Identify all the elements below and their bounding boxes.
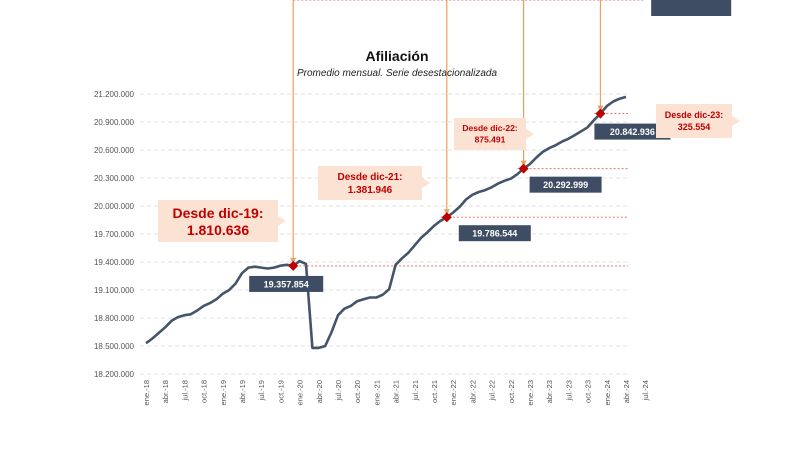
value-label-box [458, 225, 531, 242]
x-tick-label: abr.-19 [238, 380, 247, 403]
x-tick-label: ene.-24 [603, 380, 612, 405]
value-label-box [594, 123, 671, 140]
y-tick-label: 18.200.000 [94, 370, 135, 379]
x-tick-label: jul.-20 [334, 380, 343, 401]
value-label-box [651, 0, 732, 16]
delta-label-title: Desde dic-22: [462, 123, 517, 133]
x-tick-label: abr.-23 [545, 380, 554, 403]
x-tick-label: jul.-22 [488, 380, 497, 401]
delta-label-title: Desde dic-23: [665, 110, 724, 120]
x-tick-label: ene.-18 [142, 380, 151, 405]
value-label: 21.168.490 [669, 0, 714, 2]
y-tick-label: 19.100.000 [94, 286, 135, 295]
x-tick-label: jul.-19 [257, 380, 266, 401]
x-tick-label: oct.-20 [353, 380, 362, 403]
delta-label-title: Desde dic-21: [337, 172, 402, 183]
x-tick-label: abr.-20 [315, 380, 324, 403]
x-axis: ene.-18 abr.-18 jul.-18 oct.-18 ene.-19 abr.-… [142, 380, 650, 405]
delta-label-title: Desde dic-19: [172, 205, 263, 221]
data-point-marker [595, 108, 606, 119]
y-tick-label: 18.500.000 [94, 342, 135, 351]
value-label-box [249, 275, 324, 292]
delta-label-pointer [526, 129, 534, 139]
x-tick-label: oct.-21 [430, 380, 439, 403]
data-point-marker [288, 260, 299, 271]
value-label-box [529, 176, 602, 193]
x-tick-label: abr.-22 [468, 380, 477, 403]
data-point-marker [441, 212, 452, 223]
x-tick-label: jul.-23 [564, 380, 573, 401]
delta-label-value: 875.491 [475, 135, 506, 145]
delta-label-box [454, 118, 526, 150]
x-tick-label: jul.-18 [180, 380, 189, 401]
delta-label-pointer [732, 116, 740, 126]
delta-arrows [290, 0, 604, 264]
x-tick-label: jul.-21 [411, 380, 420, 401]
markers [288, 108, 606, 271]
x-tick-label: ene.-23 [526, 380, 535, 405]
y-tick-label: 21.200.000 [94, 90, 135, 99]
x-tick-label: ene.-20 [296, 380, 305, 405]
x-tick-label: oct.-19 [276, 380, 285, 403]
afiliacion-series-line [145, 95, 627, 350]
y-tick-label: 18.800.000 [94, 314, 135, 323]
chart-title: Afiliación [365, 48, 428, 64]
x-tick-label: oct.-22 [507, 380, 516, 403]
value-label: 19.786.544 [472, 229, 517, 239]
series-line [145, 95, 627, 350]
x-tick-label: oct.-18 [200, 380, 209, 403]
callouts: 19.357.854 Desde dic-19:1.810.636 19.786.5… [158, 0, 740, 292]
y-tick-label: 20.900.000 [94, 118, 135, 127]
y-tick-label: 19.700.000 [94, 230, 135, 239]
delta-label-value: 325.554 [678, 122, 711, 132]
y-tick-label: 20.600.000 [94, 146, 135, 155]
y-tick-label: 19.400.000 [94, 258, 135, 267]
chart-subtitle: Promedio mensual. Serie desestacionaliza… [297, 68, 498, 79]
delta-label-pointer [422, 178, 430, 188]
x-tick-label: ene.-22 [449, 380, 458, 405]
delta-label-box [318, 166, 422, 200]
delta-label-pointer [278, 216, 286, 226]
delta-label-value: 1.381.946 [348, 185, 393, 196]
delta-label-box [656, 104, 732, 138]
y-axis: 18.200.000 18.500.000 18.800.000 19.100.000… [94, 90, 135, 379]
x-tick-label: oct.-23 [584, 380, 593, 403]
x-tick-label: ene.-21 [372, 380, 381, 405]
x-tick-label: abr.-21 [392, 380, 401, 403]
delta-label-value: 1.810.636 [187, 222, 249, 238]
value-label: 20.842.936 [610, 127, 655, 137]
y-tick-label: 20.000.000 [94, 202, 135, 211]
x-tick-label: ene.-19 [219, 380, 228, 405]
x-tick-label: abr.-18 [161, 380, 170, 403]
x-tick-label: abr.-24 [622, 380, 631, 403]
y-tick-label: 20.300.000 [94, 174, 135, 183]
value-label: 19.357.854 [264, 279, 309, 289]
data-point-marker [518, 163, 529, 174]
x-tick-label: jul.-24 [641, 380, 650, 401]
delta-label-box [158, 200, 278, 242]
value-label: 20.292.999 [543, 180, 588, 190]
